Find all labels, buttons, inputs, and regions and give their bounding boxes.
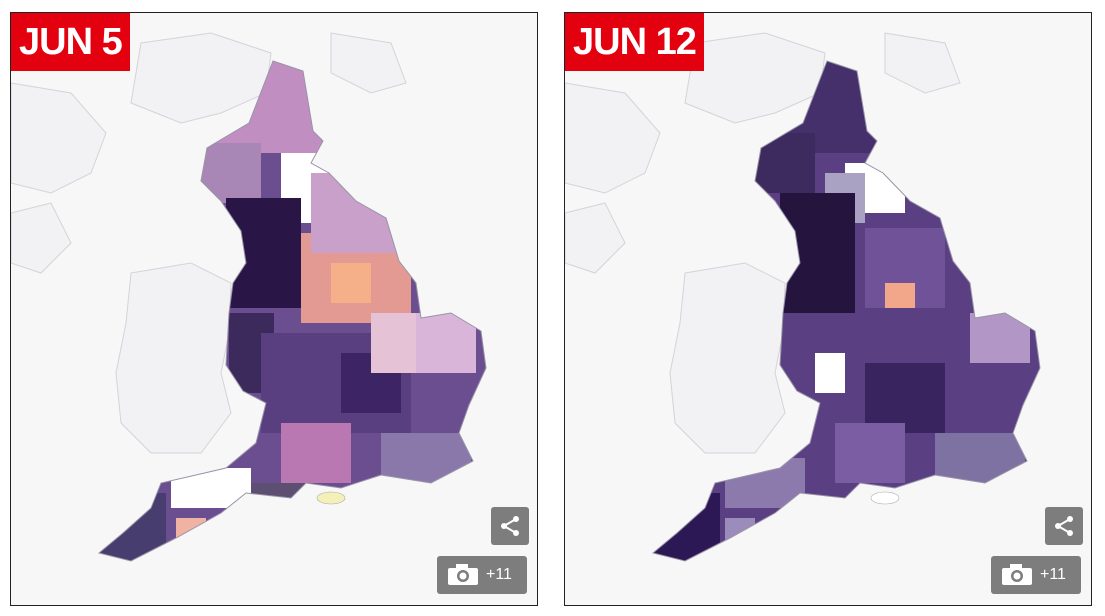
gallery-button[interactable]: +11 (991, 556, 1081, 594)
share-button[interactable] (1045, 507, 1083, 545)
isle-of-wight (870, 491, 900, 505)
date-badge: JUN 12 (565, 13, 704, 71)
england-outline (97, 60, 487, 562)
neighbouring-regions (565, 32, 961, 454)
share-button[interactable] (491, 507, 529, 545)
map-panel-jun-12: JUN 12 +11 (564, 12, 1092, 606)
england-outline (651, 60, 1041, 562)
isle-of-wight (316, 491, 346, 505)
gallery-count: +11 (486, 566, 512, 583)
date-badge: JUN 5 (11, 13, 130, 71)
gallery-count: +11 (1040, 566, 1066, 583)
england-region (99, 61, 486, 561)
england-choropleth-map (565, 32, 1041, 562)
gallery-button[interactable]: +11 (437, 556, 527, 594)
map-panel-jun-5: JUN 5 +11 (10, 12, 538, 606)
camera-icon (448, 564, 478, 585)
england-choropleth-map (11, 32, 487, 562)
share-icon (1055, 516, 1073, 536)
camera-icon (1002, 564, 1032, 585)
england-region (653, 61, 1040, 561)
neighbouring-regions (11, 32, 407, 454)
share-icon (501, 516, 519, 536)
